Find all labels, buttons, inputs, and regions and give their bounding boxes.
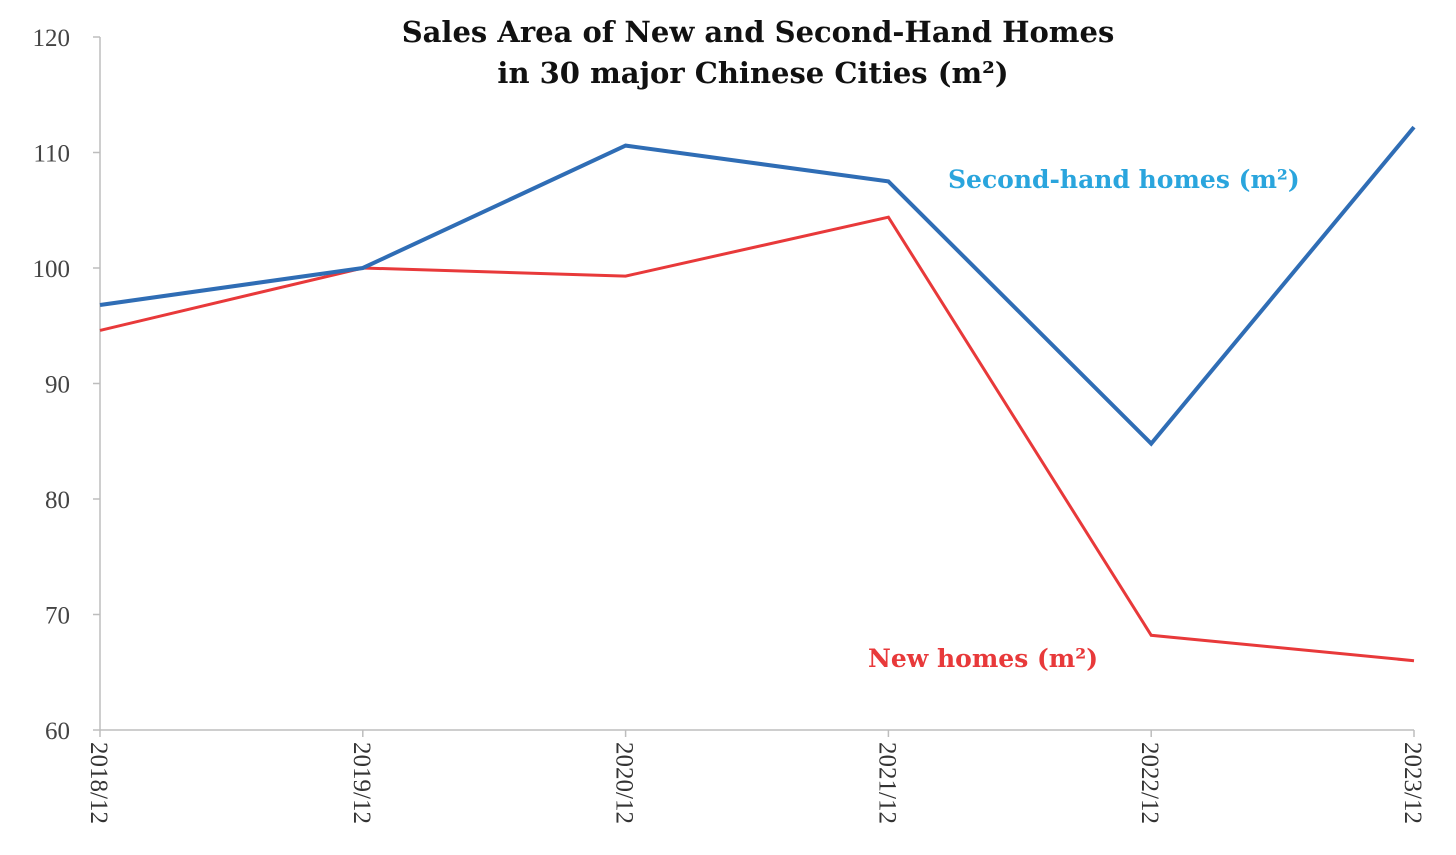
chart-subtitle: in 30 major Chinese Cities (m²) bbox=[497, 56, 1008, 90]
series-label-second-hand: Second-hand homes (m²) bbox=[948, 165, 1300, 194]
chart-series-lines bbox=[99, 125, 1416, 663]
y-tick-label: 60 bbox=[45, 718, 70, 745]
chart-labels: Sales Area of New and Second-Hand Homes … bbox=[402, 15, 1300, 673]
x-tick-label: 2023/12 bbox=[1399, 742, 1426, 824]
chart-title: Sales Area of New and Second-Hand Homes bbox=[402, 15, 1115, 49]
x-tick-label: 2019/12 bbox=[348, 742, 375, 824]
x-tick-label: 2018/12 bbox=[85, 742, 112, 824]
x-tick-label: 2021/12 bbox=[873, 742, 900, 824]
series-line-new-homes bbox=[99, 215, 1415, 663]
y-tick-label: 100 bbox=[33, 256, 71, 283]
y-tick-label: 110 bbox=[33, 141, 70, 168]
y-tick-label: 120 bbox=[33, 25, 71, 52]
series-label-new-homes: New homes (m²) bbox=[868, 644, 1098, 673]
series-line-second-hand bbox=[99, 125, 1416, 447]
y-tick-label: 90 bbox=[45, 372, 70, 399]
y-tick-label: 80 bbox=[45, 487, 70, 514]
y-tick-label: 70 bbox=[45, 603, 70, 630]
chart-axes: 60 70 80 90 100 110 120 2018/12 2019/12 2020/12 20… bbox=[33, 25, 1427, 824]
x-tick-label: 2022/12 bbox=[1136, 742, 1163, 824]
x-tick-label: 2020/12 bbox=[611, 742, 638, 824]
